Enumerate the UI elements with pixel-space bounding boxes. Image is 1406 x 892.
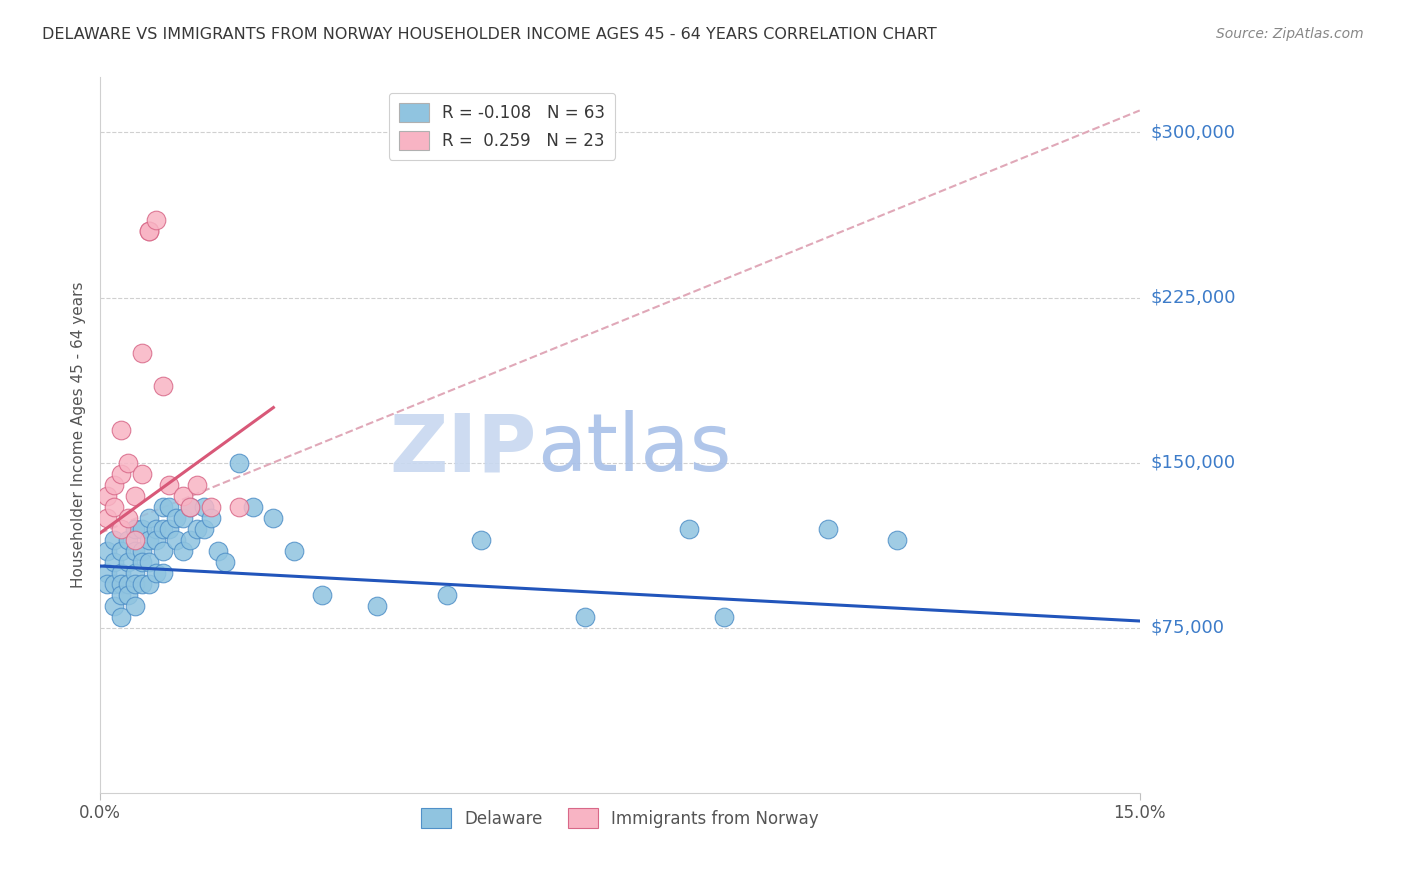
Point — [110, 543, 132, 558]
Point — [152, 566, 174, 580]
Point — [886, 533, 908, 547]
Point — [110, 576, 132, 591]
Point — [311, 588, 333, 602]
Point — [124, 599, 146, 613]
Point — [186, 477, 208, 491]
Point — [124, 543, 146, 558]
Point — [124, 576, 146, 591]
Point — [110, 423, 132, 437]
Point — [124, 566, 146, 580]
Point — [138, 510, 160, 524]
Text: Source: ZipAtlas.com: Source: ZipAtlas.com — [1216, 27, 1364, 41]
Point — [131, 345, 153, 359]
Text: DELAWARE VS IMMIGRANTS FROM NORWAY HOUSEHOLDER INCOME AGES 45 - 64 YEARS CORRELA: DELAWARE VS IMMIGRANTS FROM NORWAY HOUSE… — [42, 27, 936, 42]
Text: $75,000: $75,000 — [1152, 619, 1225, 637]
Point — [103, 533, 125, 547]
Point — [103, 599, 125, 613]
Point — [283, 543, 305, 558]
Point — [117, 576, 139, 591]
Point — [179, 500, 201, 514]
Point — [152, 522, 174, 536]
Legend: Delaware, Immigrants from Norway: Delaware, Immigrants from Norway — [415, 802, 825, 834]
Point — [124, 522, 146, 536]
Point — [152, 500, 174, 514]
Text: $225,000: $225,000 — [1152, 288, 1236, 307]
Point — [165, 533, 187, 547]
Point — [436, 588, 458, 602]
Point — [262, 510, 284, 524]
Text: $300,000: $300,000 — [1152, 123, 1236, 142]
Point — [138, 555, 160, 569]
Point — [228, 456, 250, 470]
Point — [131, 467, 153, 481]
Point — [103, 555, 125, 569]
Point — [159, 477, 181, 491]
Point — [152, 378, 174, 392]
Point — [228, 500, 250, 514]
Point — [172, 543, 194, 558]
Point — [186, 522, 208, 536]
Point — [117, 510, 139, 524]
Point — [96, 566, 118, 580]
Point — [138, 225, 160, 239]
Point — [110, 522, 132, 536]
Point — [242, 500, 264, 514]
Point — [172, 510, 194, 524]
Point — [678, 522, 700, 536]
Point — [96, 576, 118, 591]
Point — [214, 555, 236, 569]
Point — [131, 543, 153, 558]
Point — [110, 609, 132, 624]
Point — [131, 555, 153, 569]
Point — [103, 477, 125, 491]
Point — [713, 609, 735, 624]
Point — [138, 225, 160, 239]
Point — [117, 456, 139, 470]
Point — [117, 588, 139, 602]
Point — [103, 500, 125, 514]
Point — [138, 576, 160, 591]
Point — [131, 576, 153, 591]
Point — [145, 533, 167, 547]
Y-axis label: Householder Income Ages 45 - 64 years: Householder Income Ages 45 - 64 years — [72, 282, 86, 589]
Point — [124, 533, 146, 547]
Point — [96, 543, 118, 558]
Point — [574, 609, 596, 624]
Point — [117, 555, 139, 569]
Point — [124, 489, 146, 503]
Point — [366, 599, 388, 613]
Point — [470, 533, 492, 547]
Point — [165, 510, 187, 524]
Point — [179, 500, 201, 514]
Point — [110, 588, 132, 602]
Point — [207, 543, 229, 558]
Point — [145, 522, 167, 536]
Point — [131, 522, 153, 536]
Point — [145, 566, 167, 580]
Text: $150,000: $150,000 — [1152, 453, 1236, 472]
Point — [200, 500, 222, 514]
Point — [159, 522, 181, 536]
Point — [96, 510, 118, 524]
Text: atlas: atlas — [537, 410, 731, 488]
Point — [145, 213, 167, 227]
Point — [200, 510, 222, 524]
Point — [152, 543, 174, 558]
Point — [110, 566, 132, 580]
Point — [159, 500, 181, 514]
Point — [193, 500, 215, 514]
Text: ZIP: ZIP — [389, 410, 537, 488]
Point — [110, 467, 132, 481]
Point — [138, 533, 160, 547]
Point — [817, 522, 839, 536]
Point — [103, 576, 125, 591]
Point — [179, 533, 201, 547]
Point — [172, 489, 194, 503]
Point — [193, 522, 215, 536]
Point — [96, 489, 118, 503]
Point — [117, 533, 139, 547]
